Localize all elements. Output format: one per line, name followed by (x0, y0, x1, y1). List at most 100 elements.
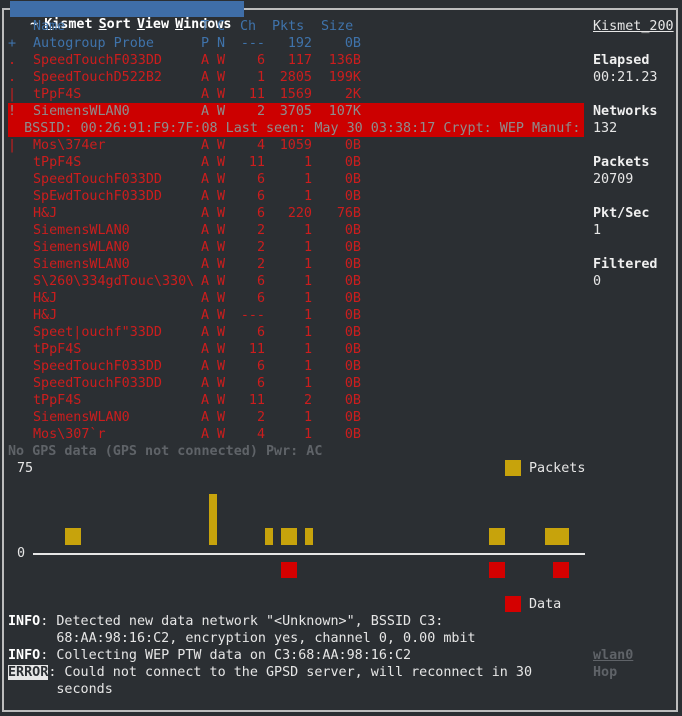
log-line: INFO: Detected new data network "<Unknow… (8, 614, 444, 629)
row-name: Mos\307`r (33, 427, 106, 442)
header-packets[interactable]: Pkts (272, 19, 305, 34)
log-line: 68:AA:98:16:C2, encryption yes, channel … (8, 631, 476, 646)
row-crypt: W (217, 104, 226, 119)
row-crypt: W (217, 257, 226, 272)
row-channel: 2 (256, 410, 265, 425)
row-size: 0B (344, 172, 361, 187)
row-packets: 1 (303, 291, 312, 306)
row-channel: --- (240, 36, 265, 51)
row-size: 107K (328, 104, 361, 119)
row-packets: 1 (303, 342, 312, 357)
row-size: 2K (344, 87, 361, 102)
row-size: 0B (344, 359, 361, 374)
row-size: 76B (336, 206, 361, 221)
row-channel: 6 (256, 172, 265, 187)
row-name: SpeedTouchF033DD (33, 53, 162, 68)
stat-value: 20709 (593, 172, 634, 187)
row-name: SiemensWLAN0 (33, 104, 130, 119)
row-type: P (201, 36, 210, 51)
row-packets: 1 (303, 189, 312, 204)
row-name: SiemensWLAN0 (33, 240, 130, 255)
menu-kismet[interactable]: Kismet (44, 17, 93, 32)
data-bar (281, 562, 297, 578)
data-legend-label: Data (529, 597, 562, 612)
row-type: A (201, 155, 210, 170)
row-crypt: W (217, 308, 226, 323)
row-channel: 2 (256, 257, 265, 272)
menu-bar: ~ Kismet Sort View Windows (10, 1, 244, 32)
data-bar (553, 562, 569, 578)
header-crypt[interactable]: C (217, 19, 226, 34)
row-channel: 6 (256, 206, 265, 221)
row-channel: 1 (256, 70, 265, 85)
graph-zero-label: 0 (17, 546, 26, 561)
stat-pkt-sec: Pkt/Sec 1 (593, 205, 649, 239)
stat-value: 132 (593, 121, 618, 136)
row-type: A (201, 240, 210, 255)
row-size: 0B (344, 257, 361, 272)
row-packets: 220 (287, 206, 312, 221)
row-size: 199K (328, 70, 361, 85)
row-crypt: W (217, 427, 226, 442)
menu-windows[interactable]: Windows (175, 17, 232, 32)
packets-bar (489, 528, 505, 545)
row-channel: 6 (256, 325, 265, 340)
row-type: A (201, 291, 210, 306)
network-detail-line: BSSID: 00:26:91:F9:7F:08 Last seen: May … (8, 120, 584, 137)
stat-elapsed: Elapsed 00:21.23 (593, 52, 658, 86)
stat-filtered: Filtered 0 (593, 256, 658, 290)
row-channel: 4 (256, 427, 265, 442)
row-channel: 6 (256, 376, 265, 391)
graph-baseline (33, 553, 585, 555)
row-channel: --- (240, 308, 265, 323)
row-channel: 11 (248, 155, 265, 170)
row-crypt: W (217, 223, 226, 238)
header-size[interactable]: Size (321, 19, 354, 34)
row-crypt: N (217, 36, 226, 51)
menu-view[interactable]: View (136, 17, 170, 32)
menu-tilde[interactable]: ~ (30, 17, 39, 32)
row-crypt: W (217, 87, 226, 102)
network-row[interactable]: ! SiemensWLAN0 A W 2 3705 107K (8, 103, 584, 120)
row-flag: . (8, 70, 17, 85)
header-name[interactable]: Name (33, 19, 66, 34)
graph-ymax-label: 75 (17, 461, 34, 476)
row-crypt: W (217, 206, 226, 221)
menu-sort[interactable]: Sort (98, 17, 131, 32)
packets-bar (265, 528, 273, 545)
row-channel: 6 (256, 359, 265, 374)
row-packets: 1 (303, 257, 312, 272)
row-size: 0B (344, 427, 361, 442)
row-crypt: W (217, 172, 226, 187)
row-packets: 2 (303, 393, 312, 408)
row-size: 0B (344, 376, 361, 391)
row-name: Mos\374er (33, 138, 106, 153)
log-line: INFO: Collecting WEP PTW data on C3:68:A… (8, 648, 412, 663)
row-channel: 2 (256, 104, 265, 119)
row-channel: 11 (248, 342, 265, 357)
row-type: A (201, 410, 210, 425)
row-size: 0B (344, 410, 361, 425)
row-channel: 6 (256, 53, 265, 68)
packets-bar (281, 528, 297, 545)
row-crypt: W (217, 393, 226, 408)
row-packets: 1 (303, 359, 312, 374)
row-crypt: W (217, 342, 226, 357)
row-name: H&J (33, 308, 58, 323)
stat-label: Elapsed (593, 53, 650, 68)
header-channel[interactable]: Ch (240, 19, 257, 34)
row-name: SiemensWLAN0 (33, 223, 130, 238)
header-type[interactable]: T (201, 19, 210, 34)
row-name: tPpF4S (33, 87, 82, 102)
sidebar-title: Kismet_200 (593, 19, 674, 34)
row-size: 0B (344, 325, 361, 340)
row-flag: | (8, 87, 17, 102)
gps-status: No GPS data (GPS not connected) Pwr: AC (8, 444, 323, 459)
row-name: SiemensWLAN0 (33, 257, 130, 272)
row-packets: 1 (303, 240, 312, 255)
packets-legend-label: Packets (529, 461, 586, 476)
row-size: 0B (344, 291, 361, 306)
row-name: Autogroup Probe (33, 36, 154, 51)
row-flag: . (8, 53, 17, 68)
row-crypt: W (217, 376, 226, 391)
